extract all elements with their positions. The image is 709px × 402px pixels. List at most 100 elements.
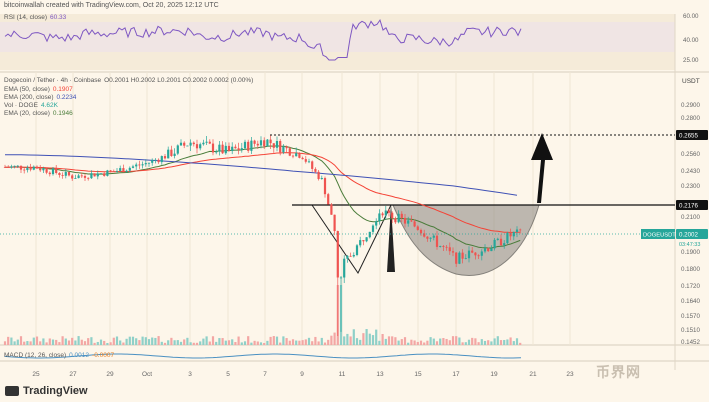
x-tick-label: 19 (490, 371, 498, 378)
vol-legend: Vol · DOGE 4.62K (4, 102, 58, 109)
candle (80, 175, 83, 177)
watermark: 币界网 (596, 364, 641, 380)
candle (371, 225, 375, 232)
candle (16, 165, 19, 167)
volume-bar (93, 342, 96, 345)
volume-bar (32, 337, 35, 345)
candle (458, 252, 461, 264)
price-tick-label: 0.1452 (681, 339, 700, 346)
volume-bar (42, 338, 45, 345)
volume-bar (487, 340, 490, 345)
candle (493, 239, 496, 249)
volume-bar (221, 338, 224, 345)
candle (179, 142, 183, 146)
volume-bar (448, 340, 451, 345)
volume-bar (215, 341, 218, 345)
candle (378, 213, 381, 222)
candle (90, 173, 93, 179)
candle (439, 246, 442, 247)
volume-bar (327, 339, 330, 345)
candle (112, 171, 115, 172)
tradingview-icon (5, 386, 19, 396)
candle (435, 235, 439, 247)
price-tick-label: 0.2900 (681, 102, 700, 109)
candle (471, 250, 474, 253)
candle (215, 151, 218, 153)
volume-bar (67, 340, 71, 345)
candle (362, 240, 365, 242)
candle (183, 142, 186, 146)
volume-bar (298, 340, 301, 345)
candle (410, 220, 413, 222)
candle (39, 168, 42, 171)
candle (416, 226, 419, 230)
candle (19, 165, 23, 170)
macd-legend: MACD (12, 26, close) 0.0012 -0.0007 (4, 352, 115, 359)
candle (477, 255, 480, 257)
volume-bar (90, 337, 93, 345)
price-tick-label: 0.2100 (681, 214, 700, 221)
candle (119, 168, 122, 171)
volume-bar (45, 342, 48, 345)
candles (3, 135, 522, 336)
candle (423, 233, 426, 237)
candle (451, 251, 455, 253)
volume-bar (61, 336, 64, 345)
candle (189, 142, 192, 146)
ema20-legend: EMA (20, close) 0.1946 (4, 110, 73, 117)
candle (205, 141, 208, 143)
ema200-line (5, 154, 518, 196)
candle (93, 173, 96, 177)
symbol-legend: Dogecoin / Tether · 4h · Coinbase O0.2001… (4, 77, 254, 84)
candle (237, 148, 240, 151)
volume-bar (432, 338, 435, 345)
volume-bar (311, 341, 314, 345)
candle (349, 255, 352, 257)
volume-bar (259, 342, 263, 345)
volume-bar (384, 338, 387, 345)
candle (311, 161, 314, 169)
rsi-legend: RSI (14, close) 60.33 (4, 14, 67, 21)
candle (163, 156, 167, 159)
candle (509, 232, 512, 237)
candle (499, 238, 503, 246)
volume-bar (410, 339, 413, 345)
candle (355, 245, 359, 255)
volume-bar (266, 340, 269, 345)
candle (400, 213, 403, 218)
x-tick-label: 5 (226, 371, 230, 378)
candle (77, 175, 80, 179)
candle (26, 167, 29, 171)
candle (186, 145, 189, 147)
volume-bar (231, 339, 234, 345)
price-tick-label: 0.1800 (681, 266, 700, 273)
candle (506, 232, 509, 244)
volume-bar (346, 333, 349, 345)
volume-bar (480, 339, 483, 345)
volume-bar (119, 340, 122, 345)
candle (429, 237, 432, 239)
candle (42, 168, 45, 171)
candle (138, 164, 141, 166)
candle (256, 143, 259, 146)
symbol-badge-box (641, 229, 675, 239)
volume-bar (461, 342, 464, 345)
tradingview-logo[interactable]: TradingView (5, 385, 88, 397)
volume-bar (320, 337, 323, 345)
candle (320, 178, 323, 180)
candle (272, 143, 275, 148)
candle (234, 146, 237, 149)
volume-bar (365, 329, 368, 345)
candle (295, 153, 298, 157)
candle (298, 153, 301, 158)
volume-bar (224, 340, 227, 345)
x-tick-label: 17 (452, 371, 460, 378)
candle (474, 252, 477, 256)
candle (3, 167, 7, 168)
target-badge-box (676, 130, 708, 140)
rsi-tick-label: 40.00 (683, 37, 699, 44)
volume-bar (455, 336, 458, 345)
volume-bar (237, 336, 240, 345)
volume-bar (429, 337, 432, 345)
